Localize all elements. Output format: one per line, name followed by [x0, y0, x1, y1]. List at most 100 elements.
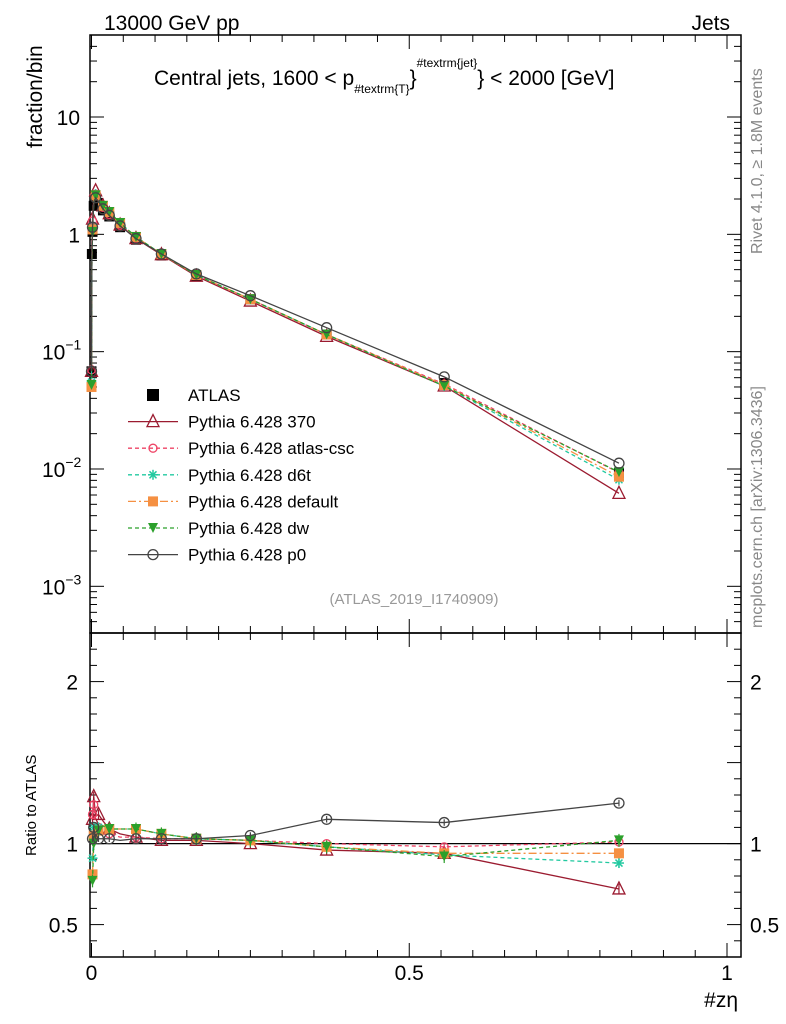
ratio-point: [93, 825, 104, 836]
legend-entry: Pythia 6.428 d6t: [128, 466, 311, 485]
y-tick-label: 10−3: [42, 571, 82, 599]
ratio-series-4: [87, 822, 624, 888]
header-right: Jets: [691, 12, 730, 35]
data-point: [97, 200, 108, 211]
ratio-ylabel: Ratio to ATLAS: [23, 755, 40, 856]
data-point: [85, 365, 98, 377]
ratio-y-tick-label: 0.5: [49, 915, 78, 938]
title-part-4: } < 2000 [GeV]: [477, 67, 614, 90]
ratio-point: [87, 809, 98, 820]
legend-entry: Pythia 6.428 atlas-csc: [128, 439, 355, 458]
x-tick-label: 0.5: [395, 962, 424, 985]
ratio-panel: 0 0.5 1 0.5 0.5 1 1 2 2: [49, 632, 779, 985]
ratio-line: [91, 796, 620, 890]
ratio-point: [128, 828, 144, 843]
main-ylabel: fraction/bin: [24, 45, 47, 148]
title-part-3: #textrm{jet}: [417, 56, 478, 70]
title-part-2: #textrm{T}: [354, 82, 409, 96]
ratio-series-0: [85, 788, 627, 895]
ratio-point: [130, 824, 141, 835]
legend-entry: Pythia 6.428 dw: [128, 519, 310, 538]
legend-label: Pythia 6.428 dw: [188, 519, 310, 538]
x-tick-label: 1: [721, 962, 733, 985]
series-line: [90, 194, 620, 478]
main-frame: [89, 34, 742, 634]
ratio-y-tick-label: 0.5: [750, 915, 779, 938]
ratio-point: [91, 805, 106, 821]
ratio-y-tick-label: 2: [750, 672, 762, 695]
ratio-point: [438, 816, 450, 829]
data-point: [97, 203, 109, 215]
star-stroke: [614, 859, 623, 868]
ratio-point: [613, 797, 625, 809]
legend: ATLAS Pythia 6.428 370 Pythia 6.428 atlas-…: [128, 386, 355, 565]
ratio-point: [321, 841, 332, 852]
legend-marker: [148, 469, 158, 480]
ratio-point: [611, 880, 627, 895]
data-point: [320, 322, 333, 334]
data-point: [613, 467, 624, 478]
legend-marker: [147, 548, 159, 561]
y-tick-label: 10−1: [42, 337, 82, 365]
ratio-point: [613, 848, 624, 859]
ratio-point: [130, 833, 142, 845]
x-axis-label: #zη: [704, 989, 738, 1012]
ratio-series-5: [86, 797, 625, 845]
series-6: [85, 192, 625, 469]
ratio-point: [439, 851, 450, 862]
data-point: [438, 371, 450, 383]
side-label-bottom: mcplots.cern.ch [arXiv:1306.3436]: [749, 386, 766, 628]
legend-entry: Pythia 6.428 370: [128, 413, 316, 432]
series-line: [90, 194, 620, 473]
ratio-line: [91, 825, 619, 864]
analysis-watermark: (ATLAS_2019_I1740909): [329, 591, 498, 608]
ratio-point: [103, 833, 115, 845]
data-point: [613, 457, 625, 469]
ratio-point: [87, 875, 98, 886]
ratio-y-tick-label: 1: [750, 834, 762, 857]
star-stroke: [148, 470, 158, 479]
ratio-series-3: [87, 824, 624, 880]
legend-label: Pythia 6.428 370: [188, 413, 316, 432]
ratio-point: [92, 833, 105, 845]
data-point: [155, 248, 168, 260]
ratio-frame: [89, 632, 742, 958]
ratio-point: [155, 833, 168, 845]
ratio-line: [91, 802, 620, 842]
series-4: [86, 190, 624, 482]
data-point: [611, 484, 627, 499]
data-point: [86, 221, 99, 233]
ratio-point: [86, 833, 99, 845]
ratio-point: [190, 833, 203, 845]
legend-entry: Pythia 6.428 default: [128, 492, 339, 511]
ratio-point: [104, 824, 115, 835]
series-line: [90, 192, 620, 481]
legend-label: Pythia 6.428 d6t: [188, 466, 311, 485]
legend-marker: [147, 389, 159, 401]
y-tick-label: 1: [68, 224, 80, 247]
side-label-top: Rivet 4.1.0, ≥ 1.8M events: [749, 68, 766, 254]
ratio-point: [88, 821, 100, 834]
main-panel: 10 1 10−1 10−2 10−3: [42, 34, 742, 634]
data-point: [130, 232, 142, 245]
ratio-point: [89, 800, 99, 810]
legend-entry: ATLAS: [147, 386, 241, 405]
ratio-y-tick-label: 2: [66, 672, 78, 695]
ratio-y-tick-label: 1: [66, 834, 78, 857]
series-3: [86, 189, 624, 485]
series-line: [90, 192, 620, 474]
ratio-point: [613, 835, 624, 846]
main-title: Central jets, 1600 < p#textrm{T}}#textrm…: [154, 56, 614, 96]
x-tick-label: 0: [86, 962, 98, 985]
legend-label: Pythia 6.428 default: [188, 492, 339, 511]
data-point: [86, 379, 97, 390]
data-point: [115, 217, 126, 228]
data-point: [190, 268, 203, 280]
legend-entry: Pythia 6.428 p0: [128, 546, 306, 565]
ratio-point: [613, 858, 624, 869]
legend-label: Pythia 6.428 p0: [188, 546, 306, 565]
data-point: [104, 207, 115, 218]
legend-label: ATLAS: [188, 386, 241, 405]
data-point: [103, 209, 115, 222]
